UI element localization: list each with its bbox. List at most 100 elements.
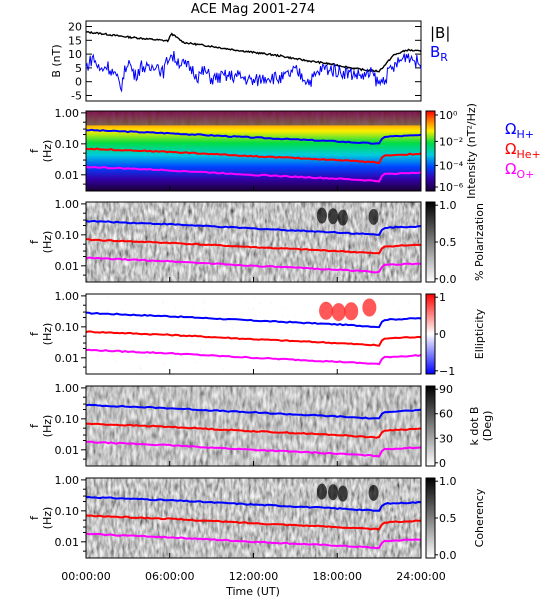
panel-y-label: B (nT): [50, 44, 63, 77]
y-tick-label: 0.01: [55, 352, 80, 365]
dark-patch: [316, 207, 327, 224]
gyrofrequency-line-he: [85, 238, 422, 255]
y-tick-label: 1.00: [55, 290, 80, 303]
colorbar-tick-label: 0: [439, 328, 446, 341]
colorbar: [425, 293, 436, 375]
colorbar-tick-label: 0: [439, 457, 446, 470]
colorbar-label: Ellipticity: [473, 308, 486, 359]
colorbar: [425, 110, 436, 192]
y-tick-label: 15: [68, 34, 82, 47]
ellipticity-red-patch: [344, 302, 359, 321]
y-tick-label: 0.01: [55, 444, 80, 457]
dark-patch: [337, 209, 348, 226]
panel-y-label-unit: (Hz): [41, 231, 54, 254]
gyrofrequency-line-he: [85, 422, 422, 439]
panel-legend: |B|BR: [430, 24, 450, 64]
spectrogram-panel-5: 0.01 0.10 1.00 f (Hz) 1.0 0.5 0.0 Coherency: [28, 474, 486, 562]
ellipticity-red-patch: [319, 301, 334, 320]
legend-b-r: BR: [430, 43, 448, 64]
panel-y-label: f: [28, 515, 41, 520]
colorbar: [425, 385, 436, 467]
y-tick-label: 20: [68, 21, 82, 34]
panel-y-label-unit: (Hz): [41, 507, 54, 530]
gyrofrequency-line-h: [85, 128, 422, 145]
gyrofrequency-line-o: [85, 165, 422, 183]
dark-patch: [368, 484, 379, 501]
colorbar-tick-label: 10⁻⁶: [439, 181, 464, 194]
colorbar-tick-label: 90: [439, 383, 453, 396]
y-tick-label: 5: [75, 62, 82, 75]
gyrofrequency-line-he: [85, 147, 422, 165]
dark-patch: [337, 485, 348, 502]
y-tick-label: 0.10: [55, 229, 80, 242]
gyrofrequency-line-h: [85, 219, 422, 236]
panel-y-label: f: [28, 239, 41, 244]
colorbar-tick-label: 1.0: [439, 199, 457, 212]
y-tick-label: 0.01: [55, 169, 80, 182]
spectrogram-panel-4: 0.01 0.10 1.00 f (Hz) 90 60 30 0 k dot B (Deg): [28, 382, 494, 470]
colorbar-tick-label: 1.0: [439, 475, 457, 488]
ellipticity-red-patch: [362, 298, 377, 317]
x-tick-label: 00:00:00: [61, 570, 110, 583]
spectrogram-panel-1: 0.01 0.10 1.00 f (Hz) 10⁰ 10⁻² 10⁻⁴ 10⁻⁶ Intensit…: [28, 103, 541, 199]
colorbar: [425, 201, 436, 283]
y-tick-label: 1.00: [55, 382, 80, 395]
legend-h: ΩH+: [505, 120, 534, 141]
spectrogram-image-texture: [86, 111, 421, 126]
y-tick-label: 0.10: [55, 321, 80, 334]
gyrofrequency-line-he: [85, 330, 422, 347]
ellipticity-red-patch: [331, 303, 346, 322]
gyrofrequency-line-he: [85, 514, 422, 531]
panel-y-label: f: [28, 423, 41, 428]
panel-y-label: f: [28, 148, 41, 153]
gyrofrequency-line-h: [85, 311, 422, 329]
time-axis: 00:00:00 06:00:00 12:00:00 18:00:00 24:00:00: [61, 570, 445, 583]
x-tick-label: 06:00:00: [145, 570, 194, 583]
spectrogram-panel-3: 0.01 0.10 1.00 f (Hz) 1 0 −1 Ellipticity: [28, 290, 486, 378]
y-tick-label: 0.10: [55, 413, 80, 426]
dark-patch: [316, 483, 327, 500]
gyrofrequency-line-o: [85, 348, 422, 366]
x-tick-label: 24:00:00: [396, 570, 445, 583]
colorbar-tick-label: 0.0: [439, 549, 457, 562]
y-tick-label: 1.00: [55, 198, 80, 211]
colorbar-tick-label: 1: [439, 291, 446, 304]
panel-series-lines: [85, 30, 422, 93]
y-tick-label: 10: [68, 48, 82, 61]
colorbar-tick-label: 10⁻⁴: [439, 159, 464, 172]
series-line-b-r: [85, 50, 422, 93]
y-tick-label: 0: [75, 76, 82, 89]
colorbar: [425, 477, 436, 559]
y-tick-label: 1.00: [55, 107, 80, 120]
y-tick-label: 0.10: [55, 138, 80, 151]
dark-patch: [328, 484, 339, 501]
colorbar-label: (Deg): [481, 411, 494, 442]
gyrofrequency-line-h: [85, 495, 422, 512]
x-tick-label: 18:00:00: [313, 570, 362, 583]
colorbar-tick-label: 0.5: [439, 236, 457, 249]
gyrofrequency-line-h: [85, 403, 422, 420]
legend-he: ΩHe+: [505, 140, 541, 161]
spectrogram-panel-2: 0.01 0.10 1.00 f (Hz) 1.0 0.5 0.0 % Polarization: [28, 198, 486, 286]
gyrofrequency-line-o: [85, 532, 422, 550]
colorbar-tick-label: 0.0: [439, 273, 457, 286]
colorbar-tick-label: 0.5: [439, 512, 457, 525]
colorbar-tick-label: −1: [439, 365, 455, 378]
y-tick-label: 0.01: [55, 260, 80, 273]
y-tick-label: 0.01: [55, 536, 80, 549]
y-tick-label: 0.10: [55, 505, 80, 518]
panel-frame: [85, 20, 422, 102]
colorbar-label: k dot B: [468, 407, 481, 446]
panel-y-label: f: [28, 331, 41, 336]
x-tick-label: 12:00:00: [229, 570, 278, 583]
colorbar-label: Intensity (nT²/Hz): [465, 103, 478, 199]
gyrofrequency-line-o: [85, 440, 422, 458]
dark-patch: [328, 208, 339, 225]
colorbar-tick-label: 60: [439, 408, 453, 421]
legend-b-magnitude: |B|: [430, 24, 450, 42]
dark-patch: [368, 208, 379, 225]
